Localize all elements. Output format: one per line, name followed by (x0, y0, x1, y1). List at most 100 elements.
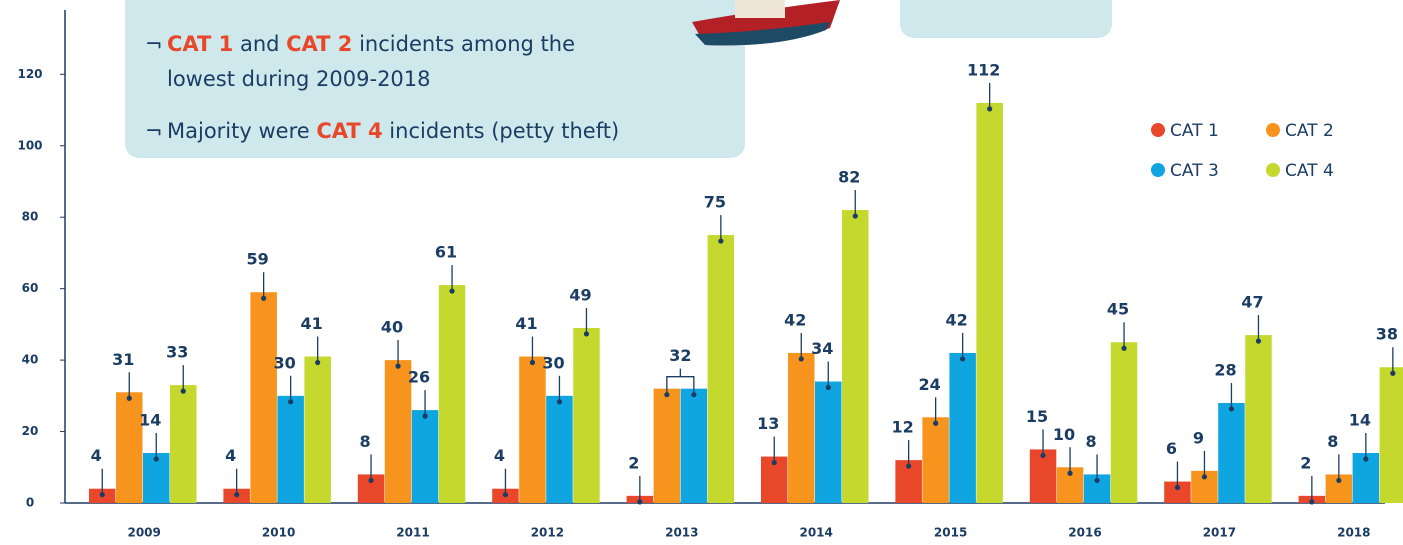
note-segment: and (233, 32, 286, 56)
value-label: 9 (1193, 428, 1204, 447)
note-text: Majority were CAT 4 incidents (petty the… (167, 119, 619, 143)
bar (922, 417, 949, 503)
bar (384, 360, 412, 503)
note-segment: CAT 4 (316, 119, 382, 143)
value-label: 28 (1214, 360, 1236, 379)
value-label: 59 (247, 250, 269, 269)
bar (519, 356, 546, 503)
value-label: 14 (1349, 410, 1371, 429)
value-label: 45 (1107, 300, 1129, 319)
value-label: 26 (408, 368, 430, 387)
x-tick-label: 2011 (396, 526, 429, 540)
bar (1245, 335, 1272, 503)
bar (1164, 481, 1191, 503)
bar (1218, 402, 1245, 503)
value-label: 47 (1241, 293, 1263, 312)
bar (842, 210, 869, 503)
value-label: 30 (274, 353, 296, 372)
x-tick-label: 2016 (1068, 526, 1101, 540)
y-tick-label: 100 (17, 138, 42, 152)
value-label: 82 (838, 168, 860, 187)
x-tick-label: 2010 (262, 526, 295, 540)
value-label: 2 (1300, 453, 1311, 472)
value-label: 13 (757, 414, 779, 433)
bar (170, 385, 197, 503)
bar (976, 102, 1003, 503)
legend-label: CAT 3 (1170, 161, 1219, 181)
legend-swatch (1151, 123, 1165, 137)
value-label: 40 (381, 318, 403, 337)
legend-swatch (1151, 163, 1165, 177)
value-label: 38 (1376, 325, 1398, 344)
note-box (125, 0, 745, 158)
value-label: 42 (784, 310, 806, 329)
value-label: 4 (225, 446, 236, 465)
bar (949, 352, 976, 503)
legend-label: CAT 1 (1170, 121, 1219, 141)
y-tick-label: 20 (22, 424, 39, 438)
bar (116, 392, 143, 503)
value-label: 24 (919, 375, 941, 394)
value-label: 10 (1053, 425, 1075, 444)
value-label: 6 (1166, 439, 1177, 458)
value-label: 4 (91, 446, 102, 465)
value-label: 14 (139, 410, 161, 429)
x-tick-label: 2013 (665, 526, 698, 540)
x-tick-label: 2012 (531, 526, 564, 540)
value-label: 15 (1026, 407, 1048, 426)
note-segment: Majority were (167, 119, 316, 143)
legend-label: CAT 4 (1285, 161, 1334, 181)
note-segment: CAT 2 (286, 32, 352, 56)
note-segment: CAT 1 (167, 32, 233, 56)
value-label: 4 (494, 446, 505, 465)
value-label: 33 (166, 343, 188, 362)
x-tick-label: 2015 (934, 526, 967, 540)
note-segment: incidents (petty theft) (383, 119, 620, 143)
y-tick-label: 40 (22, 353, 39, 367)
bar (1110, 342, 1138, 503)
value-label: 31 (112, 350, 134, 369)
value-label: 75 (704, 193, 726, 212)
value-label: 34 (811, 339, 833, 358)
value-label: 41 (301, 314, 323, 333)
note-text: lowest during 2009-2018 (167, 67, 431, 91)
x-tick-label: 2014 (799, 526, 832, 540)
legend-swatch (1266, 123, 1280, 137)
bar (573, 327, 600, 503)
value-label: 42 (946, 310, 968, 329)
bar (277, 395, 304, 503)
y-tick-label: 80 (22, 210, 39, 224)
value-label: 112 (967, 60, 1000, 79)
note-bullet: ¬ (145, 119, 163, 143)
y-tick-label: 60 (22, 281, 39, 295)
value-label: 61 (435, 243, 457, 262)
value-label: 12 (892, 418, 914, 437)
value-label: 49 (569, 285, 591, 304)
y-tick-label: 120 (17, 67, 42, 81)
note-box-right (900, 0, 1112, 38)
value-label: 2 (628, 453, 639, 472)
x-tick-label: 2018 (1337, 526, 1370, 540)
bar (653, 388, 681, 503)
bar (680, 388, 708, 503)
bar (788, 352, 815, 503)
value-label: 8 (1085, 432, 1096, 451)
value-label: 41 (515, 314, 537, 333)
note-text: CAT 1 and CAT 2 incidents among the (167, 32, 575, 56)
bar (304, 356, 331, 503)
note-segment: lowest during 2009-2018 (167, 67, 431, 91)
legend-swatch (1266, 163, 1280, 177)
note-segment: incidents among the (352, 32, 575, 56)
x-tick-label: 2009 (127, 526, 160, 540)
bar (438, 285, 466, 503)
bar (411, 410, 439, 503)
ship (692, 0, 840, 46)
x-tick-label: 2017 (1203, 526, 1236, 540)
bar (1029, 449, 1057, 503)
value-label: 8 (1327, 432, 1338, 451)
bar (250, 292, 277, 503)
note-bullet: ¬ (145, 32, 163, 56)
value-label: 32 (669, 346, 691, 365)
legend-label: CAT 2 (1285, 121, 1334, 141)
